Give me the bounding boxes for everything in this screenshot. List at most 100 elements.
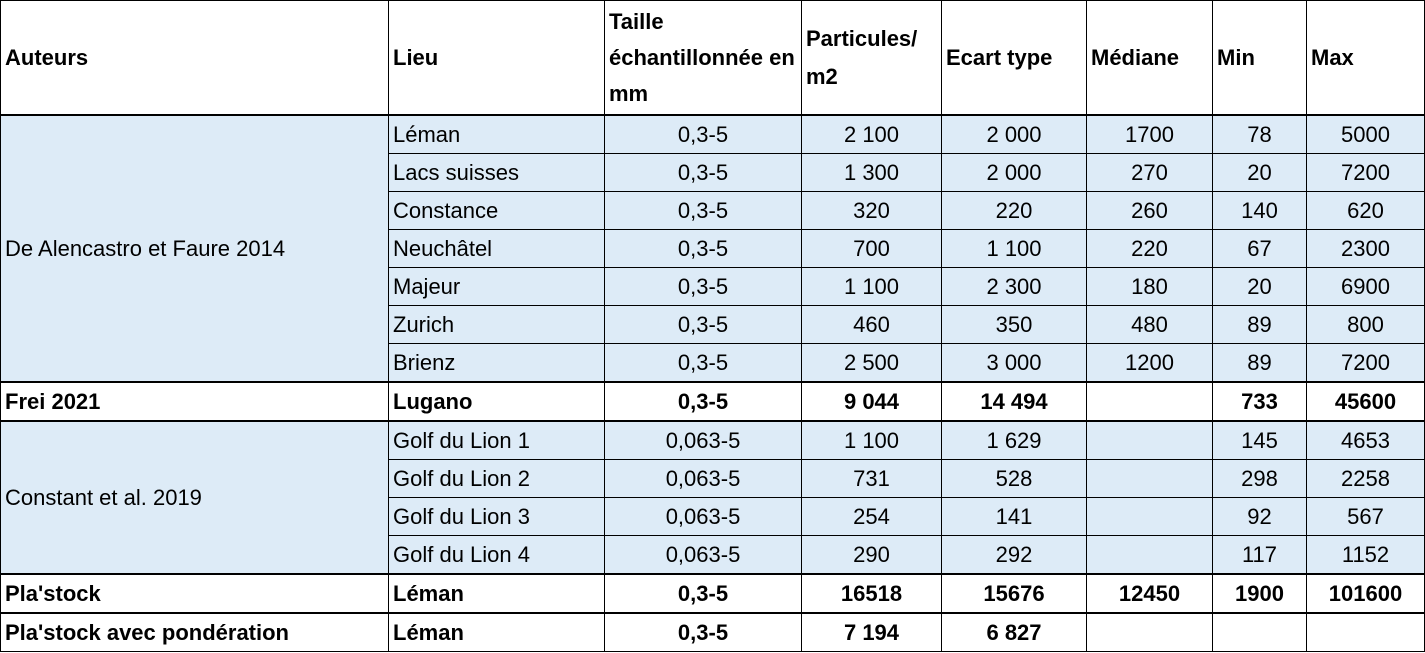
author-cell: Pla'stock avec pondération bbox=[0, 612, 389, 652]
header-max: Max bbox=[1306, 0, 1425, 116]
ecart-type-cell: 528 bbox=[941, 459, 1087, 498]
table-row: Pla'stock avec pondération Léman 0,3-5 7 19… bbox=[0, 612, 1425, 652]
particules-cell: 2 100 bbox=[801, 114, 942, 154]
table-row: Constant et al. 2019 Golf du Lion 1 0,063-… bbox=[0, 420, 1425, 575]
lieu-cell: Lugano bbox=[388, 381, 605, 422]
mediane-cell: 180 bbox=[1086, 267, 1213, 306]
taille-cell: 0,3-5 bbox=[604, 343, 802, 383]
min-cell: 1900 bbox=[1212, 573, 1307, 614]
mediane-cell: 1700 bbox=[1086, 114, 1213, 154]
max-cell: 45600 bbox=[1306, 381, 1425, 422]
table-row: Pla'stock Léman 0,3-5 16518 15676 12450 1900 10… bbox=[0, 573, 1425, 614]
lieu-cell: Léman bbox=[388, 612, 605, 652]
ecart-type-cell: 2 300 bbox=[941, 267, 1087, 306]
lieu-cell: Léman bbox=[388, 573, 605, 614]
taille-cell: 0,063-5 bbox=[604, 420, 802, 460]
taille-cell: 0,063-5 bbox=[604, 459, 802, 498]
lieu-cell: Golf du Lion 2 bbox=[388, 459, 605, 498]
lieu-cell: Lacs suisses bbox=[388, 153, 605, 192]
ecart-type-cell: 14 494 bbox=[941, 381, 1087, 422]
mediane-cell: 1200 bbox=[1086, 343, 1213, 383]
table-row: Constance 0,3-5 320 220 260 140 620 bbox=[1, 191, 1425, 230]
max-cell: 6900 bbox=[1306, 267, 1425, 306]
author-cell: De Alencastro et Faure 2014 bbox=[0, 114, 389, 383]
mediane-cell bbox=[1086, 420, 1213, 460]
ecart-type-cell: 1 629 bbox=[941, 420, 1087, 460]
taille-cell: 0,3-5 bbox=[604, 191, 802, 230]
header-particules: Particules/ m2 bbox=[801, 0, 942, 116]
min-cell: 67 bbox=[1212, 229, 1307, 268]
table-row: Golf du Lion 4 0,063-5 290 292 117 1152 bbox=[1, 535, 1425, 575]
min-cell: 89 bbox=[1212, 343, 1307, 383]
taille-cell: 0,063-5 bbox=[604, 535, 802, 575]
max-cell bbox=[1306, 612, 1425, 652]
mediane-cell bbox=[1086, 459, 1213, 498]
ecart-type-cell: 2 000 bbox=[941, 153, 1087, 192]
ecart-type-cell: 292 bbox=[941, 535, 1087, 575]
author-cell: Frei 2021 bbox=[0, 381, 389, 422]
max-cell: 7200 bbox=[1306, 153, 1425, 192]
taille-cell: 0,3-5 bbox=[604, 381, 802, 422]
ecart-type-cell: 2 000 bbox=[941, 114, 1087, 154]
particules-cell: 731 bbox=[801, 459, 942, 498]
header-mediane: Médiane bbox=[1086, 0, 1213, 116]
particules-cell: 460 bbox=[801, 305, 942, 344]
mediane-cell: 260 bbox=[1086, 191, 1213, 230]
lieu-cell: Léman bbox=[388, 114, 605, 154]
min-cell bbox=[1212, 612, 1307, 652]
max-cell: 101600 bbox=[1306, 573, 1425, 614]
mediane-cell: 270 bbox=[1086, 153, 1213, 192]
ecart-type-cell: 141 bbox=[941, 497, 1087, 536]
min-cell: 89 bbox=[1212, 305, 1307, 344]
header-taille: Taille échantillonnée en mm bbox=[604, 0, 802, 116]
lieu-cell: Neuchâtel bbox=[388, 229, 605, 268]
max-cell: 2258 bbox=[1306, 459, 1425, 498]
particules-cell: 9 044 bbox=[801, 381, 942, 422]
taille-cell: 0,063-5 bbox=[604, 497, 802, 536]
mediane-cell: 220 bbox=[1086, 229, 1213, 268]
max-cell: 800 bbox=[1306, 305, 1425, 344]
header-min: Min bbox=[1212, 0, 1307, 116]
particules-cell: 16518 bbox=[801, 573, 942, 614]
table-row: Lacs suisses 0,3-5 1 300 2 000 270 20 7200 bbox=[1, 153, 1425, 192]
mediane-cell bbox=[1086, 381, 1213, 422]
min-cell: 733 bbox=[1212, 381, 1307, 422]
min-cell: 140 bbox=[1212, 191, 1307, 230]
max-cell: 5000 bbox=[1306, 114, 1425, 154]
lieu-cell: Constance bbox=[388, 191, 605, 230]
table-body: De Alencastro et Faure 2014 Léman 0,3-5 2 1… bbox=[0, 114, 1425, 652]
table-row: Golf du Lion 3 0,063-5 254 141 92 567 bbox=[1, 497, 1425, 536]
author-cell: Constant et al. 2019 bbox=[0, 420, 389, 575]
min-cell: 145 bbox=[1212, 420, 1307, 460]
min-cell: 78 bbox=[1212, 114, 1307, 154]
lieu-cell: Golf du Lion 4 bbox=[388, 535, 605, 575]
table-row: De Alencastro et Faure 2014 Léman 0,3-5 2 1… bbox=[0, 114, 1425, 383]
table-row: Golf du Lion 2 0,063-5 731 528 298 2258 bbox=[1, 459, 1425, 498]
header-row: Auteurs Lieu Taille échantillonnée en mm… bbox=[0, 0, 1425, 116]
lieu-cell: Brienz bbox=[388, 343, 605, 383]
particules-cell: 1 300 bbox=[801, 153, 942, 192]
taille-cell: 0,3-5 bbox=[604, 229, 802, 268]
author-cell: Pla'stock bbox=[0, 573, 389, 614]
max-cell: 1152 bbox=[1306, 535, 1425, 575]
max-cell: 620 bbox=[1306, 191, 1425, 230]
lieu-cell: Golf du Lion 3 bbox=[388, 497, 605, 536]
mediane-cell bbox=[1086, 535, 1213, 575]
mediane-cell: 12450 bbox=[1086, 573, 1213, 614]
mediane-cell bbox=[1086, 497, 1213, 536]
header-auteurs: Auteurs bbox=[0, 0, 389, 116]
min-cell: 92 bbox=[1212, 497, 1307, 536]
ecart-type-cell: 3 000 bbox=[941, 343, 1087, 383]
ecart-type-cell: 1 100 bbox=[941, 229, 1087, 268]
particules-cell: 254 bbox=[801, 497, 942, 536]
table-row: Zurich 0,3-5 460 350 480 89 800 bbox=[1, 305, 1425, 344]
header-lieu: Lieu bbox=[388, 0, 605, 116]
particules-cell: 700 bbox=[801, 229, 942, 268]
mediane-cell: 480 bbox=[1086, 305, 1213, 344]
particules-cell: 1 100 bbox=[801, 267, 942, 306]
max-cell: 2300 bbox=[1306, 229, 1425, 268]
lieu-cell: Majeur bbox=[388, 267, 605, 306]
min-cell: 298 bbox=[1212, 459, 1307, 498]
max-cell: 4653 bbox=[1306, 420, 1425, 460]
